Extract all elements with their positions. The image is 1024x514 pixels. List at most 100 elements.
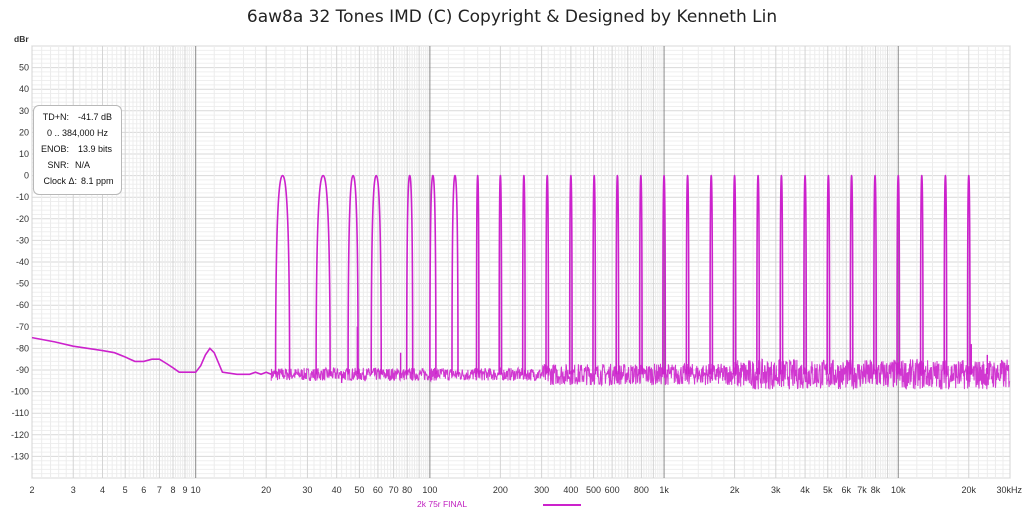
x-tick-label: 5 <box>123 485 128 495</box>
y-tick-label: 10 <box>19 149 29 159</box>
series-tone-peak <box>451 174 459 375</box>
y-tick-label: 30 <box>19 106 29 116</box>
x-tick-label: 8 <box>170 485 175 495</box>
series-tone-peak <box>521 174 526 375</box>
series-low-frequency-floor <box>31 336 272 376</box>
x-tick-label: 50 <box>354 485 364 495</box>
series-tone-peak <box>315 174 331 375</box>
x-tick-label: 30 <box>302 485 312 495</box>
series-tone-peak <box>498 174 503 375</box>
series-noise-floor <box>270 358 1011 390</box>
series-tone-peak <box>732 174 737 375</box>
x-tick-label: 20k <box>962 485 977 495</box>
x-tick-label: 7k <box>857 485 867 495</box>
series-tone-peak <box>966 174 971 375</box>
x-tick-label: 5k <box>823 485 833 495</box>
y-tick-label: -110 <box>12 408 29 418</box>
x-tick-label: 3 <box>71 485 76 495</box>
series-tone-peak <box>347 174 359 375</box>
y-tick-label: -50 <box>16 279 29 289</box>
stats-box: TD+N: -41.7 dB 0 .. 384,000 Hz ENOB: 13.… <box>33 105 122 195</box>
grid-layer <box>31 45 1011 479</box>
series-tone-peak <box>756 174 761 375</box>
x-tick-label: 6 <box>141 485 146 495</box>
series-tone-peak <box>370 174 383 375</box>
y-tick-label: -40 <box>16 257 29 267</box>
series-tone-peak <box>429 174 437 375</box>
x-tick-label: 6k <box>842 485 852 495</box>
x-tick-label: 60 <box>373 485 383 495</box>
legend-series-swatch <box>543 504 581 506</box>
y-tick-label: -70 <box>16 322 29 332</box>
series-tone-peak <box>475 174 480 375</box>
x-tick-label: 4 <box>100 485 105 495</box>
stat-snr-value: N/A <box>75 160 91 170</box>
x-tick-label: 500 <box>586 485 601 495</box>
x-tick-label: 200 <box>493 485 508 495</box>
series-tone-peak <box>592 174 597 375</box>
stat-range: 0 .. 384,000 Hz <box>46 128 109 138</box>
y-tick-label: -30 <box>16 235 29 245</box>
y-axis-unit-label: dBr <box>14 34 29 44</box>
y-tick-label: -10 <box>16 192 29 202</box>
x-tick-label: 30kHz <box>996 485 1022 495</box>
x-tick-label: 400 <box>563 485 578 495</box>
y-tick-label: 20 <box>19 127 29 137</box>
x-tick-label: 70 <box>389 485 399 495</box>
series-tone-peak <box>779 174 784 375</box>
x-tick-label: 10 <box>191 485 201 495</box>
series-tone-peak <box>709 174 714 375</box>
x-tick-label: 2k <box>730 485 740 495</box>
x-tick-label: 800 <box>634 485 649 495</box>
y-tick-label: -130 <box>11 451 29 461</box>
x-tick-label: 40 <box>332 485 342 495</box>
stat-enob-label: ENOB: <box>40 144 69 154</box>
series-tone-peak <box>849 174 854 375</box>
x-tick-label: 8k <box>871 485 881 495</box>
y-tick-label: 0 <box>24 171 29 181</box>
x-tick-label: 20 <box>261 485 271 495</box>
y-tick-label: -20 <box>16 214 29 224</box>
stat-tdn-label: TD+N: <box>42 112 69 122</box>
stat-tdn-value: -41.7 dB <box>78 112 113 122</box>
series-tone-peak <box>615 174 620 375</box>
x-tick-label: 600 <box>605 485 620 495</box>
y-tick-label: -100 <box>11 387 29 397</box>
axis-layer: 50403020100-10-20-30-40-50-60-70-80-90-1… <box>11 63 1023 495</box>
y-tick-label: -90 <box>16 365 29 375</box>
y-tick-label: -60 <box>16 300 29 310</box>
series-tone-peak <box>896 174 901 375</box>
x-tick-label: 1k <box>659 485 669 495</box>
series-tone-peak <box>873 174 878 375</box>
y-tick-label: -120 <box>11 430 29 440</box>
series-tone-peak <box>685 174 690 375</box>
series-tone-peak <box>405 174 414 375</box>
y-tick-label: 50 <box>19 63 29 73</box>
stat-clock-label: Clock Δ: <box>43 176 77 186</box>
series-tone-peak <box>545 174 550 375</box>
stat-clock-value: 8.1 ppm <box>81 176 114 186</box>
stat-snr-label: SNR: <box>47 160 69 170</box>
stat-enob-value: 13.9 bits <box>78 144 113 154</box>
x-tick-label: 4k <box>800 485 810 495</box>
x-tick-label: 9 <box>182 485 187 495</box>
series-tone-peak <box>826 174 831 375</box>
x-tick-label: 2 <box>29 485 34 495</box>
chart-title: 6aw8a 32 Tones IMD (C) Copyright & Desig… <box>246 7 778 27</box>
x-tick-label: 7 <box>157 485 162 495</box>
series-tone-peak <box>803 174 808 375</box>
series-layer <box>31 174 1011 390</box>
series-tone-peak <box>568 174 573 375</box>
y-tick-label: -80 <box>16 343 29 353</box>
x-tick-label: 100 <box>422 485 437 495</box>
legend-series-label[interactable]: 2k 75r FINAL <box>417 499 468 509</box>
x-tick-label: 3k <box>771 485 781 495</box>
x-tick-label: 10k <box>891 485 906 495</box>
series-tone-peak <box>274 174 291 375</box>
y-tick-label: 40 <box>19 84 29 94</box>
series-tone-peak <box>638 174 643 375</box>
series-tone-peak <box>919 174 924 375</box>
x-tick-label: 300 <box>534 485 549 495</box>
series-tone-peak <box>943 174 948 375</box>
